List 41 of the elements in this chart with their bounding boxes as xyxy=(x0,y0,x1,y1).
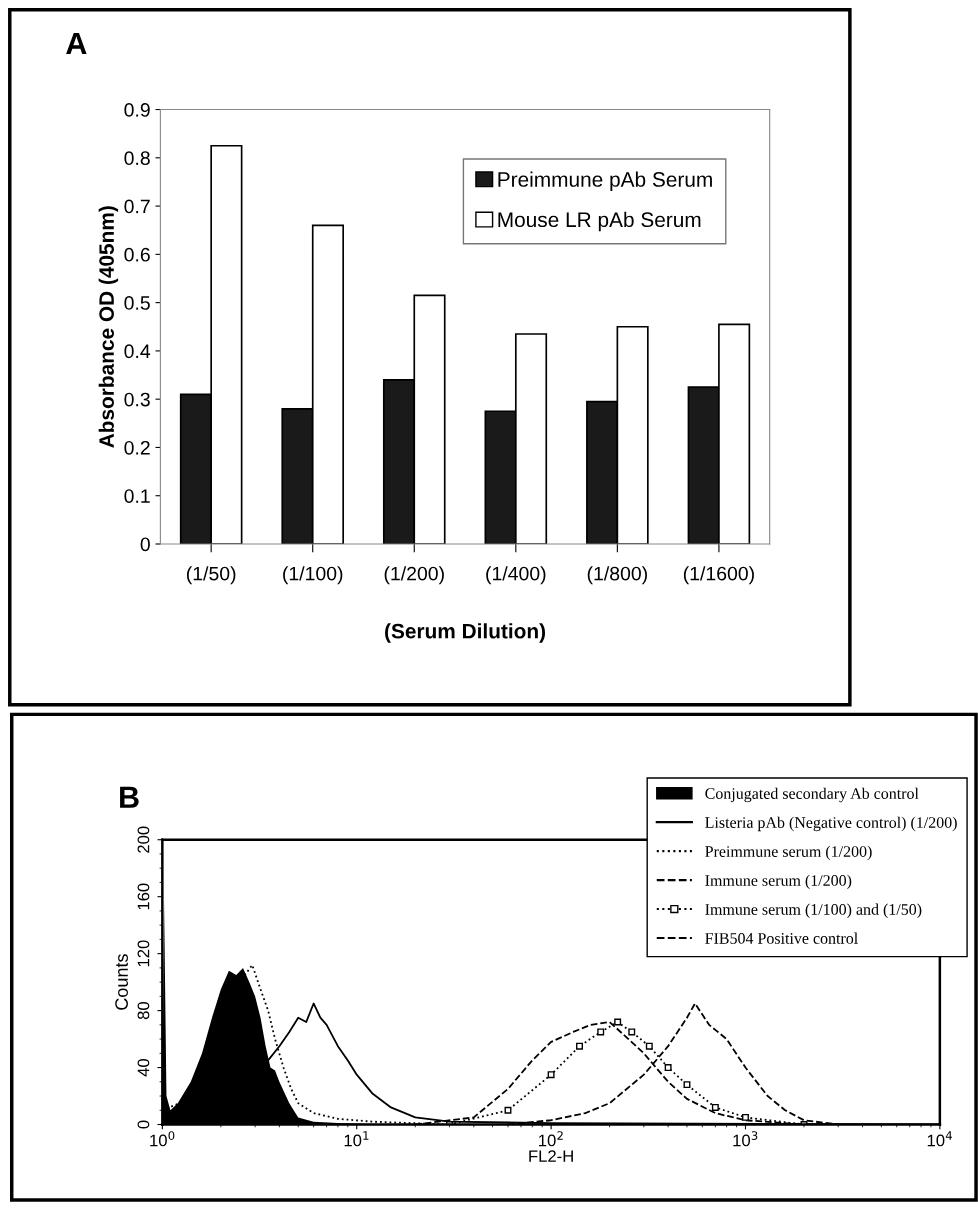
y-tick-label: 0.8 xyxy=(124,151,150,166)
x-tick-label: 10$^{2}$ xyxy=(539,1131,563,1147)
x-tick-label: (1/1600) xyxy=(683,566,754,585)
x-axis-title: (Serum Dilution) xyxy=(385,623,546,643)
y-tick-label: 0.3 xyxy=(124,392,150,407)
legend-label: Immune serum (1/200) xyxy=(705,874,852,890)
y-tick-label: 80 xyxy=(137,1001,150,1020)
chart-title: B xyxy=(120,786,139,808)
y-tick-label: 0.6 xyxy=(124,247,150,262)
legend-label: FIB504 Positive control xyxy=(705,932,858,944)
x-tick-label: (1/800) xyxy=(587,566,647,585)
chart-title: A xyxy=(66,32,87,54)
y-tick-label: 0 xyxy=(140,537,150,552)
x-tick-label: (1/100) xyxy=(283,566,343,585)
x-tick-label: (1/50) xyxy=(186,566,236,585)
x-tick-label: 10$^{1}$ xyxy=(344,1131,369,1147)
legend-label: Immune serum (1/100) and (1/50) xyxy=(705,903,922,919)
y-tick-label: 0.7 xyxy=(124,199,150,214)
y-tick-label: 40 xyxy=(137,1058,150,1077)
y-tick-label: 0.5 xyxy=(124,296,150,310)
x-tick-label: 10$^{4}$ xyxy=(927,1131,952,1147)
legend-label: Mouse LR pAb Serum xyxy=(498,211,701,232)
y-tick-label: 0.2 xyxy=(124,440,150,455)
x-tick-label: 10$^{3}$ xyxy=(733,1131,758,1147)
x-axis-title: FL2-H xyxy=(529,1150,573,1162)
y-tick-label: 160 xyxy=(137,883,150,910)
y-tick-label: 120 xyxy=(137,940,150,967)
x-tick-label: (1/400) xyxy=(486,566,546,585)
y-axis-title: Absorbance OD (405nm) xyxy=(98,206,119,448)
legend-label: Conjugated secondary Ab control xyxy=(705,787,919,803)
legend-label: Listeria pAb (Negative control) (1/200) xyxy=(705,816,957,832)
y-tick-label: 0 xyxy=(137,1120,150,1129)
legend-label: Preimmune serum (1/200) xyxy=(705,845,872,861)
x-tick-label: 10$^{0}$ xyxy=(150,1131,175,1147)
y-tick-label: 0.4 xyxy=(124,344,151,359)
y-tick-label: 0.1 xyxy=(124,489,150,503)
y-tick-label: 0.9 xyxy=(124,103,150,117)
y-tick-label: 200 xyxy=(137,826,150,853)
legend-label: Preimmune pAb Serum xyxy=(498,171,712,191)
y-axis-title: Counts xyxy=(115,954,128,1010)
x-tick-label: (1/200) xyxy=(384,566,444,585)
